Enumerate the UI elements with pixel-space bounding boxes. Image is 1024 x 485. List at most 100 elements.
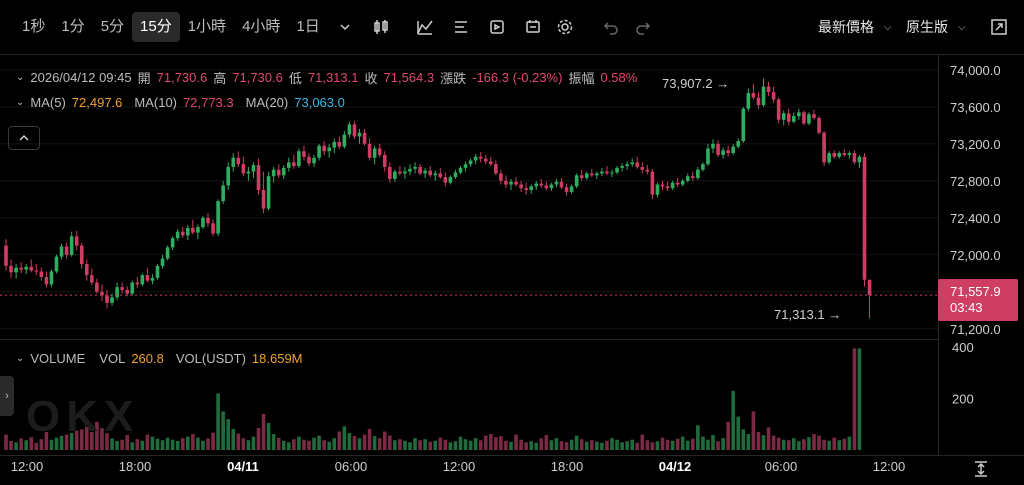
volume-bar — [504, 440, 508, 450]
volume-bar — [44, 432, 49, 450]
candle-body — [771, 92, 776, 100]
candle-body — [95, 282, 99, 292]
settings-icon[interactable] — [550, 12, 580, 42]
volume-bar — [731, 390, 735, 450]
candle-body — [595, 173, 599, 176]
current-price: 71,557.9 — [950, 284, 1001, 299]
reset-scale-button[interactable] — [966, 456, 996, 482]
timeframe-0[interactable]: 1秒 — [22, 18, 46, 35]
candle-body — [130, 282, 135, 294]
chevron-down-icon[interactable]: ⌄ — [16, 72, 25, 83]
candle-body — [696, 169, 700, 179]
time-tick-label: 18:00 — [551, 459, 584, 474]
candle-body — [347, 124, 352, 135]
volume-bar — [64, 434, 69, 450]
replay-icon[interactable] — [482, 12, 512, 42]
candle-body — [847, 153, 852, 155]
chart-version-select[interactable]: 原生版 ⌵ — [906, 0, 966, 54]
volume-bar — [105, 433, 109, 450]
candle-body — [675, 182, 680, 185]
volume-bar — [266, 423, 271, 450]
candle-body — [509, 181, 513, 185]
candle-body — [19, 267, 23, 270]
fit-vertical-icon — [975, 461, 987, 477]
arrow-right-icon: → — [828, 307, 842, 322]
volume-bar — [615, 439, 619, 450]
candle-body — [655, 184, 660, 195]
timeframe-4[interactable]: 1小時 — [187, 18, 227, 35]
timeframe-6[interactable]: 1日 — [296, 18, 320, 35]
undo-icon[interactable] — [596, 12, 626, 42]
volume-bar — [125, 435, 129, 450]
volume-bar — [236, 433, 241, 450]
volume-bar — [100, 428, 104, 450]
price-tick-label: 74,000.0 — [950, 63, 1001, 78]
volume-bar — [59, 435, 64, 450]
volume-bar — [776, 437, 781, 450]
candle-body — [246, 171, 251, 174]
price-tick-label: 72,000.0 — [950, 248, 1001, 263]
candle-body — [802, 112, 806, 124]
volume-bar — [191, 434, 195, 450]
time-tick-label: 12:00 — [443, 459, 476, 474]
volume-bar — [332, 438, 337, 450]
drawing-list-icon[interactable] — [446, 12, 476, 42]
volume-bar — [746, 434, 751, 450]
open-label: 開 — [137, 71, 151, 86]
candle-body — [615, 167, 619, 173]
candle-body — [140, 275, 145, 285]
candle-body — [832, 153, 836, 157]
volume-bar — [281, 440, 286, 450]
timeframe-5[interactable]: 4小時 — [242, 18, 281, 35]
volume-bar — [509, 441, 513, 450]
candle-body — [489, 161, 493, 165]
timeframe-2[interactable]: 5分 — [100, 18, 125, 35]
indicator-icon[interactable] — [410, 12, 440, 42]
timeframe-1[interactable]: 1分 — [61, 18, 85, 35]
chevron-down-icon[interactable] — [330, 12, 360, 42]
chevron-down-icon[interactable]: ⌄ — [16, 353, 25, 364]
redo-icon[interactable] — [628, 12, 658, 42]
candle-body — [685, 176, 690, 181]
volume-bar — [438, 437, 443, 450]
candle-body — [736, 141, 741, 147]
collapse-legend-button[interactable] — [8, 126, 40, 150]
timeframe-3[interactable]: 15分 — [132, 12, 180, 42]
candle-body — [271, 169, 276, 177]
change-label: 漲跌 — [440, 71, 467, 86]
candle-body — [610, 172, 614, 174]
candle-body — [312, 157, 316, 164]
candle-body — [170, 238, 175, 248]
high-value: 71,730.6 — [232, 70, 283, 85]
volume-legend: ⌄ VOLUME VOL 260.8 VOL(USDT) 18.659M — [16, 351, 309, 366]
candle-body — [206, 217, 210, 224]
volume-bar — [342, 426, 347, 450]
side-panel-toggle[interactable]: › — [0, 376, 14, 416]
candle-body — [499, 173, 503, 181]
volume-bar — [807, 437, 811, 450]
volume-bar — [691, 438, 695, 450]
chevron-down-icon[interactable]: ⌄ — [16, 97, 25, 108]
candle-body — [625, 164, 629, 167]
volume-bar — [327, 441, 331, 450]
volume-bar — [822, 439, 826, 450]
low-label: 低 — [288, 71, 302, 86]
candle-body — [711, 143, 715, 149]
candle-body — [534, 183, 539, 187]
volume-bar — [362, 434, 367, 450]
candle-body — [165, 247, 170, 259]
volume-bar — [135, 439, 140, 450]
volume-bar — [842, 438, 847, 450]
price-mode-select[interactable]: 最新價格 ⌵ — [818, 0, 892, 54]
volume-bar — [271, 434, 276, 450]
volume-bar — [186, 436, 190, 450]
volume-bar — [180, 438, 185, 450]
fullscreen-icon[interactable] — [984, 12, 1014, 42]
volume-title: VOLUME — [30, 351, 86, 366]
candle-body — [817, 117, 821, 133]
candle-type-icon[interactable] — [366, 12, 396, 42]
volume-bar — [377, 438, 382, 450]
alert-icon[interactable] — [518, 12, 548, 42]
volume-bar — [781, 439, 786, 450]
